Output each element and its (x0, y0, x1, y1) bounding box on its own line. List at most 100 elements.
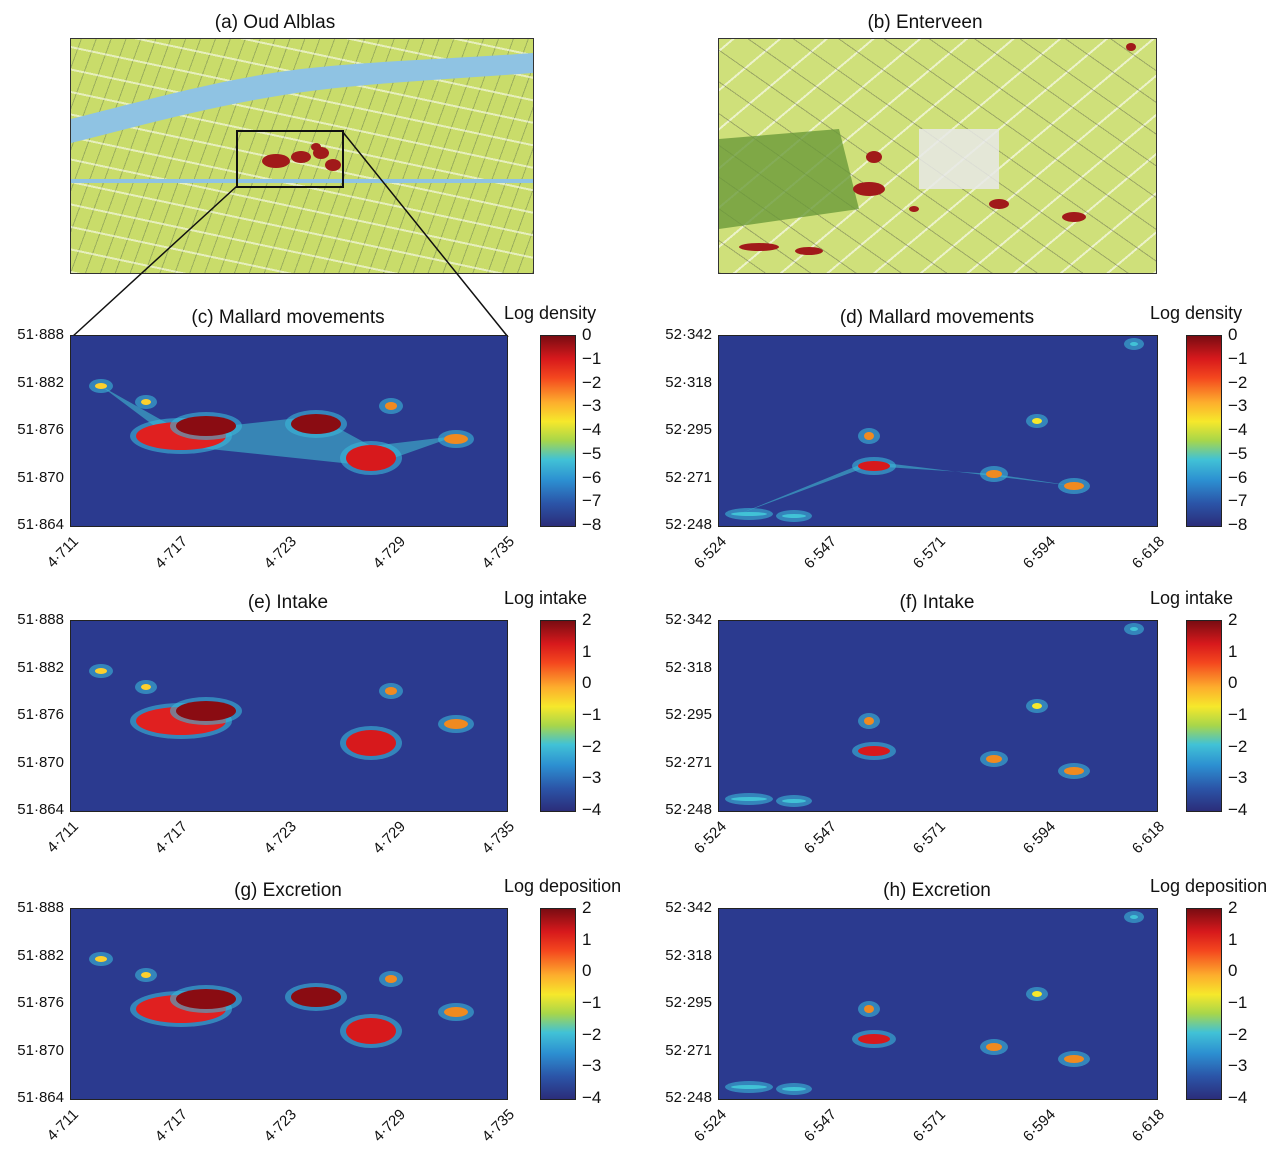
colorbar-tick-label: −5 (1228, 443, 1248, 463)
hotspot (858, 746, 890, 756)
colorbar-tick-label: −1 (1228, 993, 1248, 1012)
heatmap-h-svg (725, 911, 1144, 1095)
colorbar-tick-label: −7 (1228, 491, 1248, 511)
colorbar-tick-label: −6 (582, 467, 602, 487)
y-tick-label: 51·888 (17, 326, 64, 343)
y-tick-label: 52·248 (665, 1089, 712, 1106)
panel-f-title: (f) Intake (899, 592, 975, 613)
colorbar-tick-label: −3 (582, 768, 602, 788)
hotspot (385, 402, 397, 410)
hotspot (1064, 767, 1084, 775)
y-tick-label: 52·318 (665, 658, 712, 676)
colorbar-tick-label: −3 (1228, 396, 1248, 416)
hotspot (1032, 703, 1042, 709)
x-tick-label: 4·735 (478, 1106, 519, 1146)
x-tick-label: 4·717 (151, 818, 192, 858)
y-tick-label: 52·318 (665, 946, 712, 964)
y-tick-label: 51·882 (17, 373, 64, 391)
colorbar-tick-label: 1 (1228, 929, 1238, 949)
hotspot (1064, 482, 1084, 490)
colorbar-tick-label: −6 (1228, 467, 1248, 487)
y-tick-label: 52·342 (665, 611, 712, 628)
hotspot (782, 1087, 806, 1091)
colorbar-tick-label: 0 (582, 673, 592, 693)
inset-box (236, 130, 344, 188)
y-tick-label: 51·876 (17, 421, 64, 438)
colorbar-tick-label: −1 (582, 348, 602, 368)
hotspot (346, 1018, 396, 1044)
hotspot (858, 461, 890, 471)
hotspot (1130, 627, 1138, 631)
hotspot (1130, 342, 1138, 346)
mallard-locations-a (262, 143, 341, 171)
heatmap-e (70, 620, 508, 812)
y-tick-label: 51·882 (17, 658, 64, 676)
x-tick-label: 6·524 (690, 533, 731, 573)
heatmap-g-svg (89, 952, 474, 1048)
river (71, 53, 533, 143)
x-tick-label: 4·711 (43, 818, 83, 857)
colorbar-title: Log density (1150, 303, 1243, 323)
colorbar-tick-label: 2 (582, 898, 592, 917)
colorbar-tick-label: −4 (1228, 800, 1248, 819)
hotspot (731, 797, 767, 801)
x-tick-label: 6·594 (1019, 818, 1059, 858)
colorbar-title: Log deposition (504, 876, 622, 896)
x-tick-label: 6·618 (1128, 818, 1169, 858)
x-tick-label: 6·594 (1019, 1106, 1059, 1146)
x-tick-label: 6·594 (1019, 533, 1059, 573)
hotspot (986, 1043, 1002, 1051)
hotspot (385, 975, 397, 983)
colorbar-c (540, 335, 576, 527)
map-b-overlay (719, 43, 1136, 255)
heatmap-d-svg (725, 338, 1144, 522)
colorbar-tick-label: −2 (1228, 1024, 1248, 1044)
colorbar-tick-label: −4 (1228, 420, 1248, 439)
x-tick-label: 6·524 (690, 818, 731, 858)
x-tick-label: 6·571 (909, 1106, 950, 1146)
colorbar-tick-label: 2 (1228, 610, 1238, 629)
colorbar-tick-label: 1 (582, 929, 592, 949)
panel-e-title: (e) Intake (247, 592, 329, 613)
hotspot (291, 987, 341, 1007)
hotspot (141, 399, 151, 405)
hotspot (858, 1034, 890, 1044)
x-tick-label: 4·723 (260, 1106, 301, 1146)
hotspot (1064, 1055, 1084, 1063)
x-tick-label: 4·723 (260, 533, 301, 573)
colorbar-tick-label: 0 (1228, 325, 1238, 344)
colorbar-tick-label: −4 (1228, 1088, 1248, 1107)
colorbar-d (1186, 335, 1222, 527)
colorbar-tick-label: 0 (582, 961, 592, 981)
colorbar-e (540, 620, 576, 812)
hotspot (986, 755, 1002, 763)
colorbar-tick-label: 1 (1228, 641, 1238, 661)
forest (719, 129, 859, 229)
x-tick-label: 6·618 (1128, 533, 1169, 573)
movement-trail (739, 461, 1074, 514)
heatmap-e-svg (89, 664, 474, 760)
hotspot (444, 1007, 468, 1017)
hotspot (141, 972, 151, 978)
colorbar-tick-label: −2 (582, 372, 602, 392)
colorbar-tick-label: −2 (582, 736, 602, 756)
colorbar-tick-label: 2 (1228, 898, 1238, 917)
colorbar-tick-label: −5 (582, 443, 602, 463)
colorbar-tick-label: −3 (582, 1056, 602, 1076)
hotspot (95, 956, 107, 962)
colorbar-tick-label: −4 (582, 420, 602, 439)
hotspot (385, 687, 397, 695)
colorbar-tick-label: −2 (582, 1024, 602, 1044)
hotspot (95, 383, 107, 389)
x-tick-label: 6·618 (1128, 1106, 1169, 1146)
hotspot (346, 445, 396, 471)
x-tick-label: 6·571 (909, 533, 950, 573)
hotspot (864, 1005, 874, 1013)
hotspot (864, 717, 874, 725)
x-tick-label: 6·571 (909, 818, 950, 858)
hotspot (176, 416, 236, 436)
y-tick-label: 51·864 (17, 1089, 64, 1106)
x-tick-label: 4·711 (43, 1106, 83, 1145)
y-tick-label: 51·864 (17, 801, 64, 818)
hotspot (864, 432, 874, 440)
